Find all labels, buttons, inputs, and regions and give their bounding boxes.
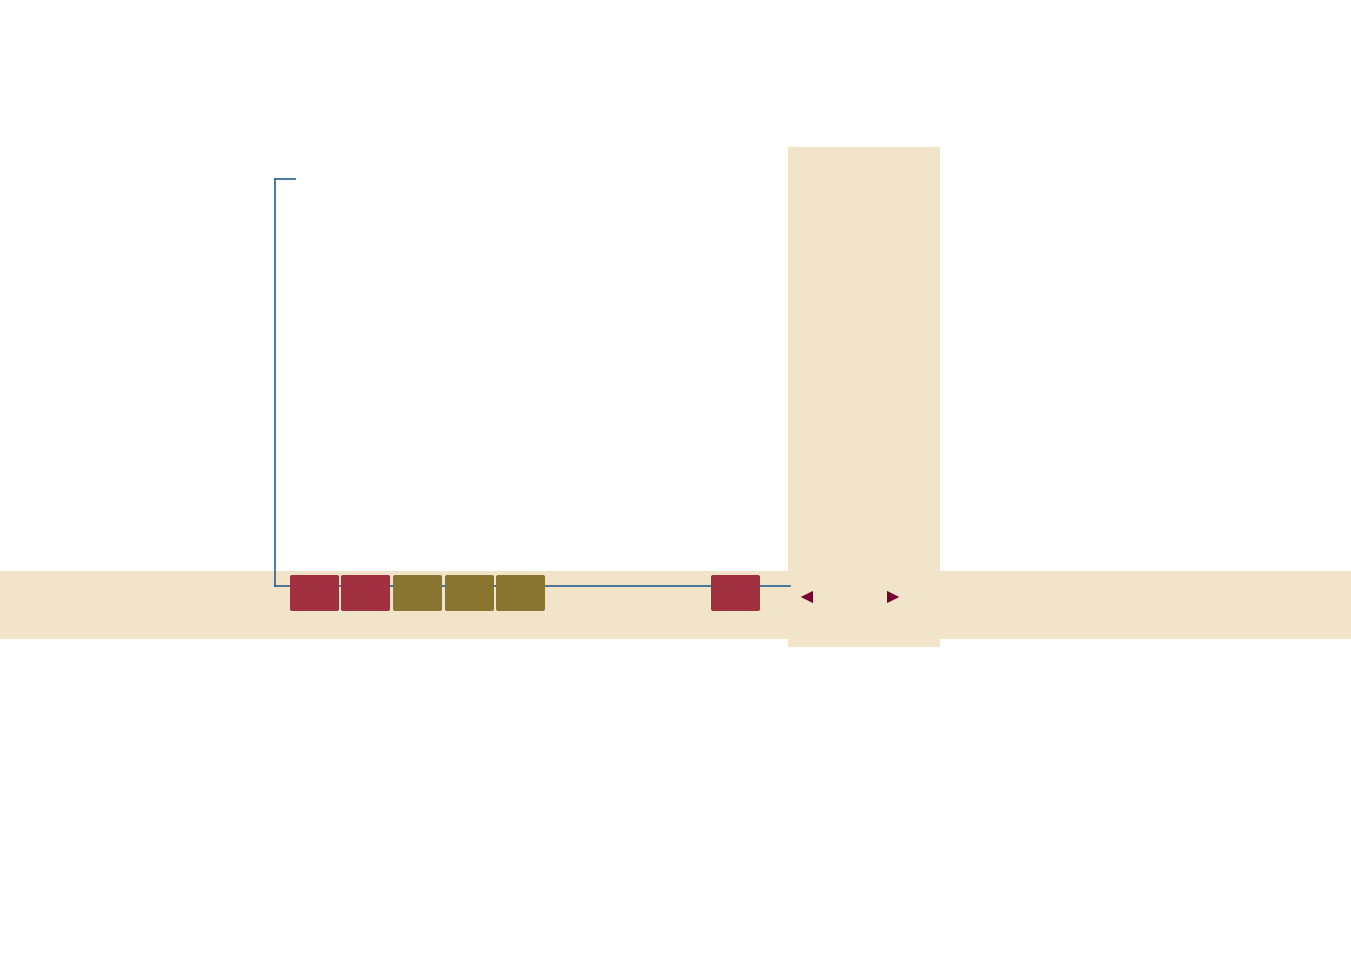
FancyBboxPatch shape: [393, 576, 442, 612]
Bar: [788, 148, 940, 647]
Bar: [0, 572, 1351, 639]
FancyBboxPatch shape: [290, 576, 339, 612]
FancyBboxPatch shape: [496, 576, 544, 612]
FancyBboxPatch shape: [340, 576, 390, 612]
FancyBboxPatch shape: [711, 576, 761, 612]
FancyBboxPatch shape: [444, 576, 494, 612]
